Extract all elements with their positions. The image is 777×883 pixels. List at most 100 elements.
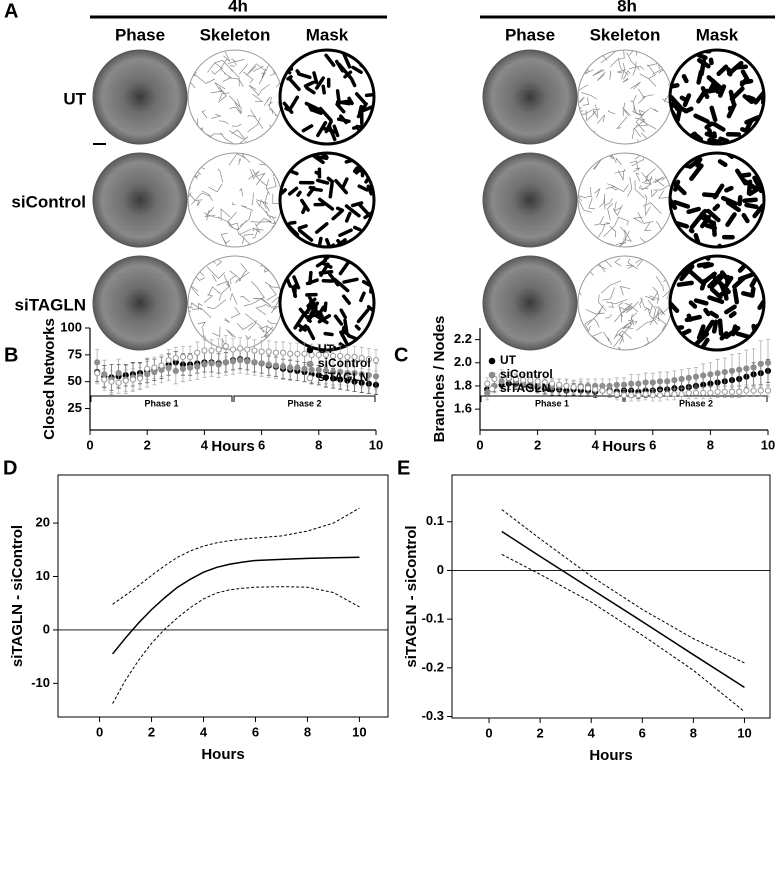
y-tick-label: 1.8 xyxy=(454,377,472,392)
column-header: Skeleton xyxy=(590,25,661,44)
micrograph-rim xyxy=(92,152,188,248)
y-tick-label: 2.0 xyxy=(454,354,472,369)
legend-label: siControl xyxy=(318,356,371,370)
data-point xyxy=(372,373,380,380)
x-tick-label: 8 xyxy=(707,437,714,452)
x-tick-label: 10 xyxy=(352,724,366,739)
micrograph xyxy=(93,153,187,247)
data-point xyxy=(165,357,172,364)
data-point xyxy=(649,392,656,399)
data-point xyxy=(707,389,714,397)
data-point xyxy=(628,380,635,387)
x-tick-label: 10 xyxy=(761,437,775,452)
x-tick-label: 6 xyxy=(258,437,265,452)
data-point xyxy=(237,345,244,352)
data-point xyxy=(484,380,491,387)
micrograph-rim xyxy=(668,151,766,249)
x-tick-label: 8 xyxy=(304,724,311,739)
data-point xyxy=(279,349,287,356)
data-point xyxy=(372,357,380,364)
data-point xyxy=(358,371,365,378)
data-point xyxy=(649,379,656,386)
data-point xyxy=(642,390,649,398)
x-tick-label: 8 xyxy=(315,437,322,452)
x-tick-label: 0 xyxy=(96,724,103,739)
phase-image xyxy=(483,153,577,247)
group-title: 8h xyxy=(617,0,637,15)
data-point xyxy=(179,353,187,361)
data-point xyxy=(108,378,115,385)
data-point xyxy=(215,361,222,368)
data-point xyxy=(714,370,721,377)
data-point xyxy=(606,388,613,395)
data-point xyxy=(344,353,351,361)
y-axis-title: Closed Networks xyxy=(41,318,58,440)
micrograph-rim xyxy=(278,48,376,146)
skeleton-bg xyxy=(578,50,672,144)
data-point xyxy=(635,380,642,387)
phase-image xyxy=(93,50,187,144)
micrograph xyxy=(483,256,577,350)
phase-image xyxy=(483,256,577,350)
ci-line xyxy=(112,586,360,704)
data-point xyxy=(750,387,757,394)
x-tick-label: 2 xyxy=(148,724,155,739)
data-point xyxy=(287,364,294,371)
phase-image xyxy=(93,153,187,247)
x-tick-label: 4 xyxy=(592,437,600,452)
data-point xyxy=(144,365,151,372)
micrograph-rim xyxy=(482,152,578,248)
data-point xyxy=(151,364,158,371)
data-point xyxy=(201,361,208,368)
data-point xyxy=(315,351,322,358)
skeleton-bg xyxy=(578,153,672,247)
phase-label: Phase 2 xyxy=(287,398,321,408)
micrograph xyxy=(280,50,374,144)
data-point xyxy=(527,377,534,384)
y-tick-label: -0.2 xyxy=(422,659,444,674)
data-point xyxy=(187,353,194,361)
data-point xyxy=(642,379,649,386)
y-tick-label: 1.6 xyxy=(454,401,472,416)
x-axis-title: Hours xyxy=(589,747,632,764)
x-tick-label: 4 xyxy=(201,437,209,452)
data-point xyxy=(764,387,772,394)
data-point xyxy=(505,374,512,381)
data-point xyxy=(548,380,556,387)
data-point xyxy=(692,373,700,380)
data-point xyxy=(707,371,714,378)
y-tick-label: 2.2 xyxy=(454,331,472,346)
data-point xyxy=(563,382,570,390)
data-point xyxy=(129,376,136,383)
y-tick-label: 50 xyxy=(68,373,82,388)
data-point xyxy=(743,387,750,394)
data-point xyxy=(656,378,664,385)
data-point xyxy=(685,374,692,381)
data-point xyxy=(498,372,505,379)
data-point xyxy=(628,392,635,399)
data-point xyxy=(700,389,707,397)
data-point xyxy=(215,346,222,353)
data-point xyxy=(678,390,685,398)
micrograph xyxy=(483,50,577,144)
data-point xyxy=(308,366,315,373)
data-point xyxy=(337,368,344,376)
data-point xyxy=(322,351,330,358)
data-point xyxy=(301,365,308,372)
data-point xyxy=(534,378,541,385)
data-point xyxy=(101,376,108,383)
micrograph xyxy=(670,256,764,350)
micrograph xyxy=(578,50,672,144)
legend-marker xyxy=(306,374,314,382)
data-point xyxy=(222,343,229,350)
data-point xyxy=(692,389,700,397)
x-tick-label: 6 xyxy=(649,437,656,452)
x-tick-label: 2 xyxy=(534,437,541,452)
data-point xyxy=(599,387,606,394)
y-tick-label: 0 xyxy=(437,562,444,577)
legend-marker xyxy=(306,346,314,354)
x-tick-label: 0 xyxy=(476,437,483,452)
micrograph-rim xyxy=(92,255,188,351)
x-tick-label: 4 xyxy=(588,725,596,740)
